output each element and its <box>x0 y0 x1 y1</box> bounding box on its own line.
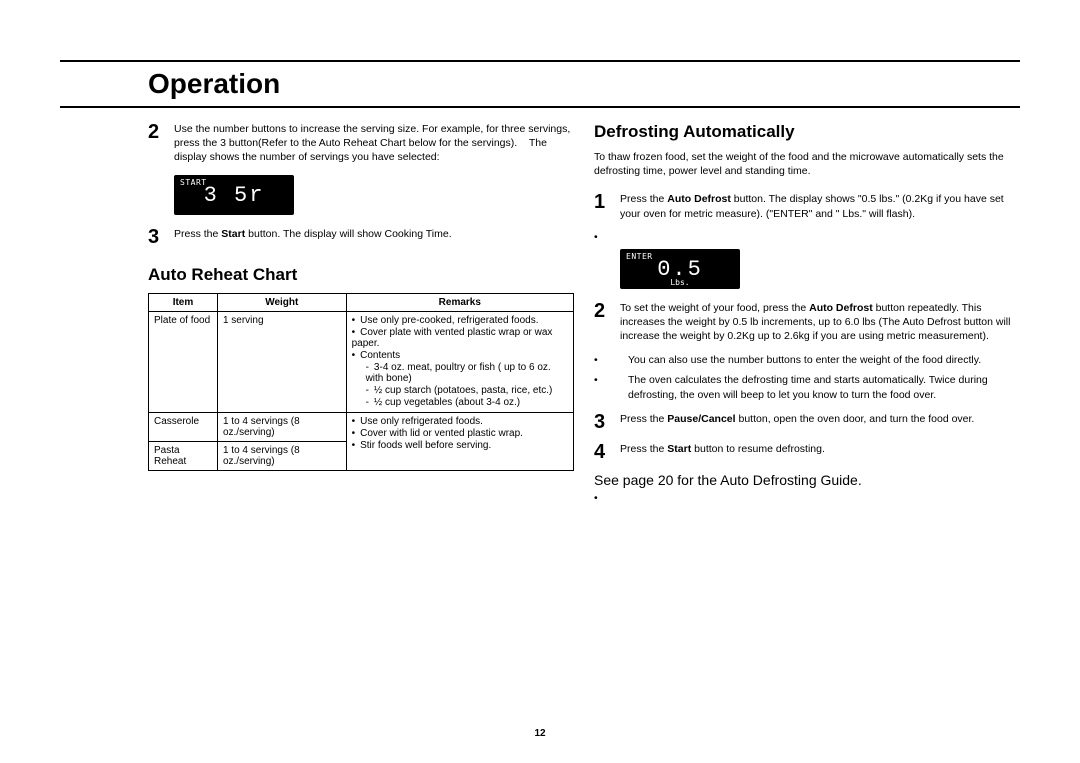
table-row: Plate of food 1 serving Use only pre-coo… <box>149 311 574 412</box>
th-weight: Weight <box>217 293 346 311</box>
right-step-1: 1 Press the Auto Defrost button. The dis… <box>594 192 1020 220</box>
defrosting-heading: Defrosting Automatically <box>594 122 1020 142</box>
cell-item: Casserole <box>149 412 218 441</box>
step-number: 3 <box>594 412 610 432</box>
left-column: 2 Use the number buttons to increase the… <box>60 122 574 508</box>
step-text: To set the weight of your food, press th… <box>620 301 1020 344</box>
note-item: The oven calculates the defrosting time … <box>594 373 1020 401</box>
step-text: Press the Pause/Cancel button, open the … <box>620 412 1020 426</box>
cell-remarks: Use only pre-cooked, refrigerated foods.… <box>346 311 573 412</box>
step-text: Press the Start button to resume defrost… <box>620 442 1020 456</box>
stray-bullet: • <box>594 492 1020 504</box>
step-number: 4 <box>594 442 610 462</box>
display-main: 3 5r <box>174 183 294 208</box>
auto-reheat-chart-table: Item Weight Remarks Plate of food 1 serv… <box>148 293 574 471</box>
right-step-4: 4 Press the Start button to resume defro… <box>594 442 1020 462</box>
step-number: 3 <box>148 227 164 247</box>
step-text: Use the number buttons to increase the s… <box>174 122 574 165</box>
microwave-display-1: START 3 5r <box>174 175 294 215</box>
cell-weight: 1 to 4 servings (8 oz./serving) <box>217 412 346 441</box>
step-number: 2 <box>148 122 164 142</box>
right-column: Defrosting Automatically To thaw frozen … <box>594 122 1020 508</box>
right-step-3: 3 Press the Pause/Cancel button, open th… <box>594 412 1020 432</box>
cell-item: Pasta Reheat <box>149 441 218 470</box>
step-number: 1 <box>594 192 610 212</box>
stray-bullet: • <box>594 231 1020 243</box>
left-step-2: 2 Use the number buttons to increase the… <box>148 122 574 165</box>
cell-remarks: Use only refrigerated foods. Cover with … <box>346 412 573 470</box>
defrosting-intro: To thaw frozen food, set the weight of t… <box>594 150 1020 178</box>
microwave-display-2: ENTER 0.5 Lbs. <box>620 249 740 289</box>
note-item: You can also use the number buttons to e… <box>594 353 1020 367</box>
step-number: 2 <box>594 301 610 321</box>
cell-item: Plate of food <box>149 311 218 412</box>
th-item: Item <box>149 293 218 311</box>
table-row: Casserole 1 to 4 servings (8 oz./serving… <box>149 412 574 441</box>
cell-weight: 1 to 4 servings (8 oz./serving) <box>217 441 346 470</box>
step-text: Press the Auto Defrost button. The displ… <box>620 192 1020 220</box>
left-step-3: 3 Press the Start button. The display wi… <box>148 227 574 247</box>
table-header-row: Item Weight Remarks <box>149 293 574 311</box>
defrost-notes: You can also use the number buttons to e… <box>594 353 1020 402</box>
page-number: 12 <box>0 728 1080 739</box>
display-bottom-label: Lbs. <box>620 278 740 287</box>
auto-reheat-chart-heading: Auto Reheat Chart <box>148 265 574 285</box>
right-step-2: 2 To set the weight of your food, press … <box>594 301 1020 344</box>
see-page-note: See page 20 for the Auto Defrosting Guid… <box>594 472 1020 488</box>
th-remarks: Remarks <box>346 293 573 311</box>
cell-weight: 1 serving <box>217 311 346 412</box>
step-text: Press the Start button. The display will… <box>174 227 574 241</box>
page-title: Operation <box>60 68 1020 100</box>
